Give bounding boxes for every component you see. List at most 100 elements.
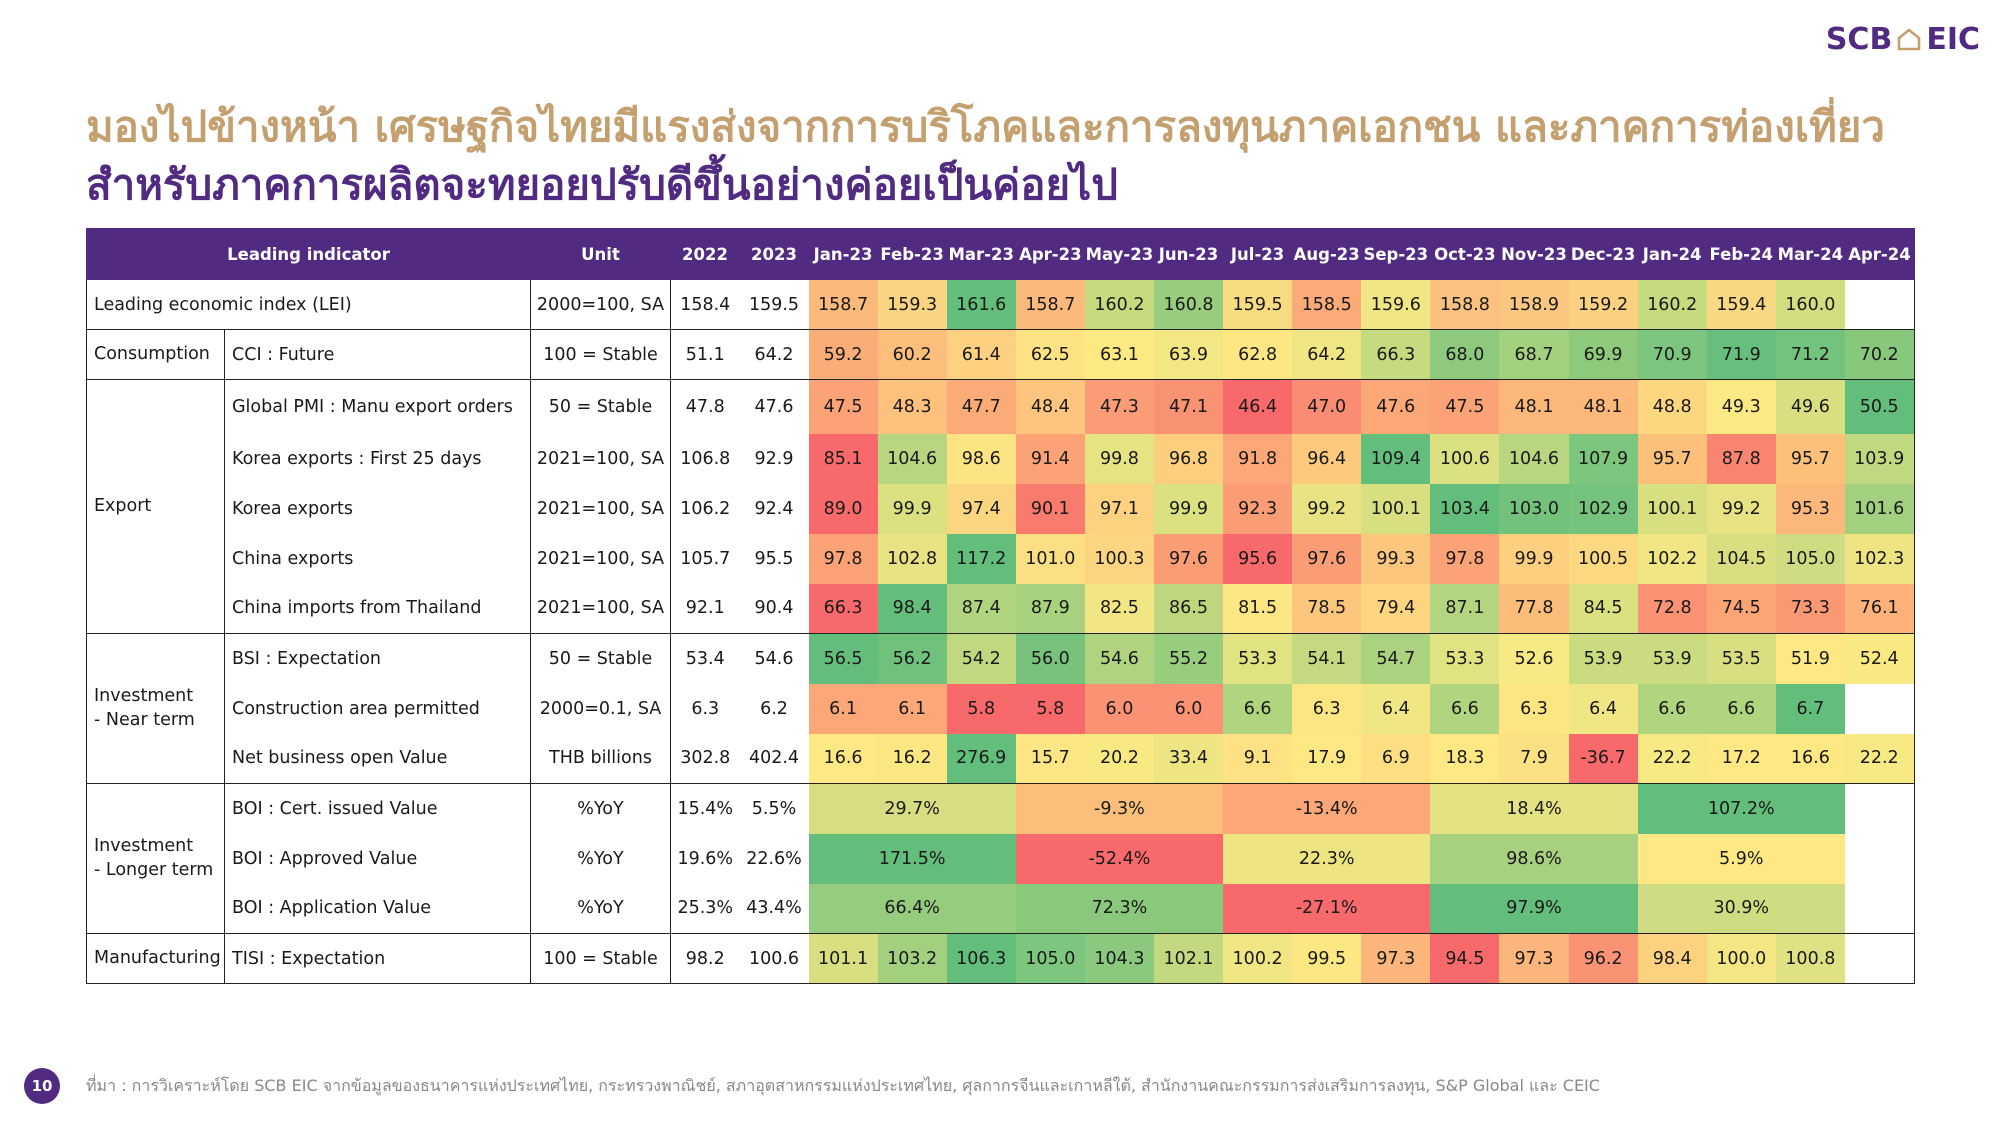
heatmap-cell: 99.8 bbox=[1084, 433, 1154, 484]
heatmap-cell: 6.6 bbox=[1223, 683, 1293, 734]
row-year-value: 106.8 bbox=[670, 433, 740, 484]
heatmap-cell: 49.6 bbox=[1775, 379, 1845, 434]
heatmap-cell: 47.7 bbox=[946, 379, 1016, 434]
heatmap-cell: 79.4 bbox=[1361, 583, 1431, 634]
empty-cell bbox=[1844, 783, 1915, 834]
heatmap-cell: 22.2 bbox=[1637, 733, 1707, 784]
heatmap-cell: 69.9 bbox=[1568, 329, 1638, 380]
heatmap-cell: 95.6 bbox=[1223, 533, 1293, 584]
heatmap-quarter-cell: 72.3% bbox=[1015, 883, 1224, 934]
heatmap-cell: 53.3 bbox=[1430, 633, 1500, 684]
row-year-value: 98.2 bbox=[670, 933, 740, 984]
table-row: Leading economic index (LEI) 2000=100, SA… bbox=[86, 279, 1915, 330]
heatmap-cell: 16.6 bbox=[1775, 733, 1845, 784]
heatmap-cell: 17.9 bbox=[1292, 733, 1362, 784]
heatmap-cell: 97.3 bbox=[1361, 933, 1431, 984]
heatmap-cell: 47.5 bbox=[1430, 379, 1500, 434]
heatmap-cell: 97.6 bbox=[1153, 533, 1224, 584]
row-year-value: 402.4 bbox=[739, 733, 809, 784]
heatmap-cell: -36.7 bbox=[1568, 733, 1638, 784]
heatmap-cell: 6.4 bbox=[1361, 683, 1431, 734]
table-row: BOI : Approved Value %YoY 19.6% 22.6% 171.5%… bbox=[87, 833, 1915, 884]
row-unit: 2000=0.1, SA bbox=[530, 683, 671, 734]
row-year-value: 47.6 bbox=[739, 379, 809, 434]
table-row: Consumption CCI : Future 100 = Stable 51.1 6… bbox=[86, 329, 1915, 380]
heatmap-quarter-cell: 18.4% bbox=[1430, 783, 1638, 834]
heatmap-cell: 102.8 bbox=[877, 533, 947, 584]
heatmap-cell: 6.0 bbox=[1153, 683, 1224, 734]
heatmap-cell: 55.2 bbox=[1153, 633, 1224, 684]
row-year-value: 95.5 bbox=[739, 533, 809, 584]
heatmap-cell: 92.3 bbox=[1223, 483, 1293, 534]
heatmap-cell: 95.7 bbox=[1775, 433, 1845, 484]
heatmap-cell: 56.0 bbox=[1015, 633, 1085, 684]
heatmap-cell: 160.8 bbox=[1153, 279, 1224, 330]
heatmap-cell: 87.9 bbox=[1015, 583, 1085, 634]
heatmap-cell: 104.3 bbox=[1084, 933, 1154, 984]
heatmap-cell: 100.6 bbox=[1430, 433, 1500, 484]
heatmap-cell: 53.9 bbox=[1637, 633, 1707, 684]
header-month: Apr-24 bbox=[1844, 228, 1915, 280]
heatmap-cell: 70.9 bbox=[1637, 329, 1707, 380]
heatmap-cell: 48.8 bbox=[1637, 379, 1707, 434]
heatmap-cell: 107.9 bbox=[1568, 433, 1638, 484]
row-year-value: 6.2 bbox=[739, 683, 809, 734]
heatmap-cell: 33.4 bbox=[1153, 733, 1224, 784]
heatmap-cell: 6.0 bbox=[1084, 683, 1154, 734]
row-year-value: 92.1 bbox=[670, 583, 740, 634]
row-unit: %YoY bbox=[530, 883, 671, 934]
row-group-label-line: Consumption bbox=[94, 343, 210, 364]
heatmap-cell: 87.4 bbox=[946, 583, 1016, 634]
heatmap-cell: 91.4 bbox=[1015, 433, 1085, 484]
row-indicator-name: Korea exports bbox=[224, 483, 531, 534]
heatmap-quarter-cell: -9.3% bbox=[1015, 783, 1224, 834]
row-year-value: 53.4 bbox=[670, 633, 740, 684]
heatmap-quarter-cell: 66.4% bbox=[808, 883, 1016, 934]
header-month: May-23 bbox=[1084, 228, 1155, 280]
heatmap-cell: 47.3 bbox=[1084, 379, 1154, 434]
source-footnote: ที่มา : การวิเคราะห์โดย SCB EIC จากข้อมู… bbox=[86, 1076, 1600, 1095]
heatmap-cell: 60.2 bbox=[877, 329, 947, 380]
table-row: China imports from Thailand 2021=100, SA 9… bbox=[87, 583, 1915, 634]
table-row: Net business open Value THB billions 302.8… bbox=[87, 733, 1915, 784]
heatmap-quarter-cell: 97.9% bbox=[1430, 883, 1638, 934]
heatmap-cell: 5.8 bbox=[1015, 683, 1085, 734]
empty-cell bbox=[1844, 833, 1915, 884]
row-year-value: 43.4% bbox=[739, 883, 809, 934]
heatmap-cell: 97.1 bbox=[1084, 483, 1154, 534]
heatmap-cell: 53.3 bbox=[1223, 633, 1293, 684]
heatmap-cell: 97.6 bbox=[1292, 533, 1362, 584]
heatmap-cell: 99.5 bbox=[1292, 933, 1362, 984]
heatmap-cell: 82.5 bbox=[1084, 583, 1154, 634]
row-year-value: 19.6% bbox=[670, 833, 740, 884]
heatmap-quarter-cell: -52.4% bbox=[1015, 833, 1224, 884]
heatmap-quarter-cell: 171.5% bbox=[808, 833, 1016, 884]
heatmap-cell: 105.0 bbox=[1775, 533, 1845, 584]
header-month: Feb-24 bbox=[1706, 228, 1777, 280]
heatmap-cell: 106.3 bbox=[946, 933, 1016, 984]
row-unit: 2021=100, SA bbox=[530, 433, 671, 484]
heatmap-cell: 16.6 bbox=[808, 733, 878, 784]
row-group-label: Investment - Longer term bbox=[86, 783, 225, 934]
heatmap-cell: 63.1 bbox=[1084, 329, 1154, 380]
heatmap-cell: 89.0 bbox=[808, 483, 878, 534]
table-row: Korea exports : First 25 days 2021=100, S… bbox=[87, 433, 1915, 484]
row-group-label-line: Export bbox=[94, 495, 152, 516]
heatmap-cell: 20.2 bbox=[1084, 733, 1154, 784]
heatmap-cell: 102.3 bbox=[1844, 533, 1915, 584]
row-group-label-line: - Near term bbox=[94, 709, 195, 730]
header-month: Aug-23 bbox=[1291, 228, 1362, 280]
heatmap-cell: 103.4 bbox=[1430, 483, 1500, 534]
heatmap-cell: 159.3 bbox=[877, 279, 947, 330]
heatmap-cell: 103.0 bbox=[1499, 483, 1569, 534]
heatmap-cell: 62.5 bbox=[1015, 329, 1085, 380]
heatmap-cell: 95.7 bbox=[1637, 433, 1707, 484]
row-year-value: 25.3% bbox=[670, 883, 740, 934]
row-year-value: 47.8 bbox=[670, 379, 740, 434]
header-year: 2023 bbox=[739, 228, 809, 280]
row-unit: 2021=100, SA bbox=[530, 583, 671, 634]
heatmap-cell: 17.2 bbox=[1706, 733, 1776, 784]
heatmap-cell: 99.2 bbox=[1706, 483, 1776, 534]
heatmap-cell: 101.1 bbox=[808, 933, 878, 984]
heatmap-cell: 87.8 bbox=[1706, 433, 1776, 484]
